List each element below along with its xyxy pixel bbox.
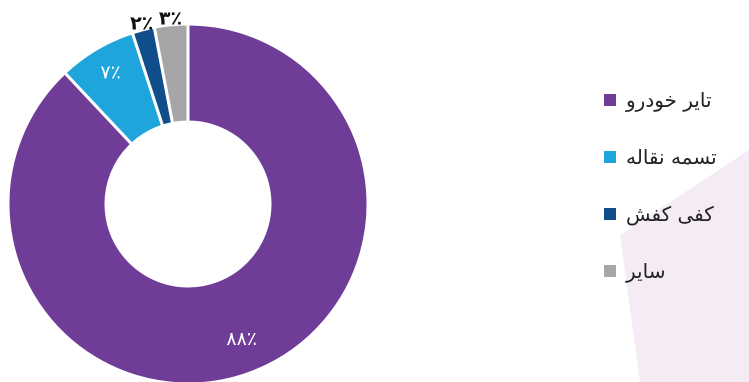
- legend: تایر خودرو تسمه نقاله کفی کفش سایر: [604, 82, 717, 289]
- legend-swatch: [604, 151, 616, 163]
- legend-item: تسمه نقاله: [604, 139, 717, 175]
- legend-label: کفی کفش: [626, 202, 714, 226]
- slice-value-label: ۷٪: [100, 62, 120, 84]
- donut-slice: [6, 22, 370, 382]
- legend-item: کفی کفش: [604, 196, 717, 232]
- legend-swatch: [604, 208, 616, 220]
- donut-slice: [152, 22, 190, 126]
- legend-swatch: [604, 265, 616, 277]
- legend-item: تایر خودرو: [604, 82, 717, 118]
- legend-swatch: [604, 94, 616, 106]
- legend-item: سایر: [604, 253, 717, 289]
- slice-value-label: ۸۸٪: [226, 328, 257, 350]
- legend-label: سایر: [626, 259, 666, 283]
- legend-label: تسمه نقاله: [626, 145, 717, 169]
- slice-labels-group: ۸۸٪ ۷٪ ۲٪ ۳٪: [100, 7, 257, 350]
- slice-value-label: ۲٪: [130, 12, 153, 34]
- slices-group: [6, 22, 370, 382]
- legend-label: تایر خودرو: [626, 88, 712, 112]
- slice-value-label: ۳٪: [159, 7, 182, 29]
